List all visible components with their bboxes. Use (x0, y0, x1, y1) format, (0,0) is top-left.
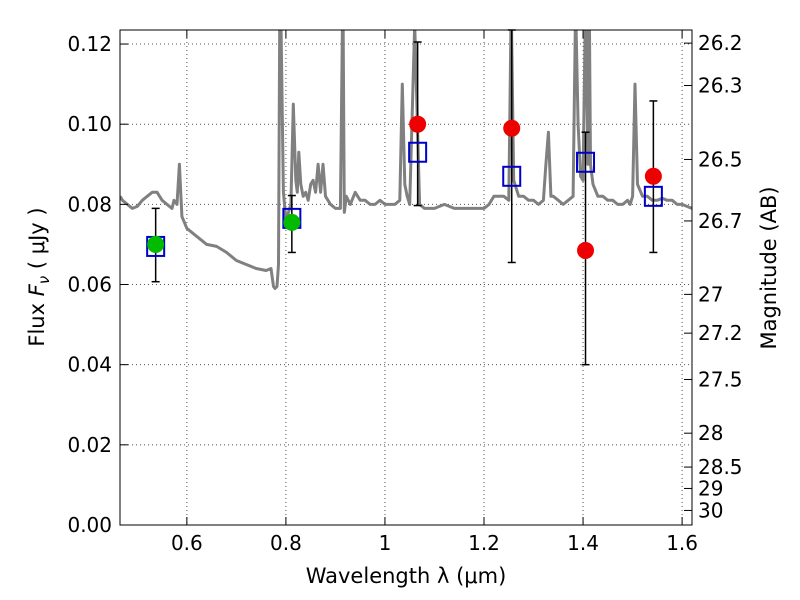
mag-tick-label: 26.3 (698, 74, 743, 98)
mag-tick-label: 26.2 (698, 31, 743, 55)
y-tick-label: 0.00 (67, 513, 112, 537)
x-axis-label: Wavelength λ (μm) (306, 564, 507, 588)
x-tick-label: 1.4 (567, 531, 599, 555)
observed-flux-point (503, 119, 521, 137)
y-tick-label: 0.08 (67, 192, 112, 216)
x-tick-label: 1 (379, 531, 392, 555)
mag-tick-label: 29 (698, 476, 723, 500)
model-photometry-box (576, 151, 596, 173)
observed-flux-point (644, 167, 662, 185)
y-tick-label: 0.12 (67, 32, 112, 56)
observed-flux-point (409, 115, 427, 133)
y-axis-label-prefix: Flux (25, 296, 49, 346)
observed-flux-point (577, 241, 595, 259)
y-tick-label: 0.04 (67, 353, 112, 377)
y-tick-label: 0.06 (67, 273, 112, 297)
y-axis-label-subscript: ν (35, 276, 53, 284)
y-axis-label-unit: ( μJy ) (25, 207, 49, 275)
plot-area (120, 30, 692, 290)
x-tick-label: 1.6 (666, 531, 698, 555)
mag-tick-label: 30 (698, 498, 723, 522)
grid (120, 30, 692, 525)
y-tick-label: 0.02 (67, 433, 112, 457)
x-tick-label: 0.8 (270, 531, 302, 555)
mag-tick-label: 28 (698, 421, 723, 445)
model-photometry-box (502, 165, 522, 187)
observed-flux-point (283, 213, 301, 231)
mag-tick-label: 27.5 (698, 367, 743, 391)
y-axis-label: Flux Fν ( μJy ) (25, 207, 53, 346)
observed-flux-point (147, 235, 165, 253)
x-tick-label: 1.2 (468, 531, 500, 555)
markers (146, 29, 663, 366)
mag-tick-label: 27 (698, 282, 723, 306)
model-spectrum-line (120, 30, 692, 290)
axes: 0.6 0.8 1 1.2 1.4 1.6 0.00 0.02 0.04 0.06 0.08 0.10… (67, 30, 743, 555)
y-tick-label: 0.10 (67, 112, 112, 136)
x-tick-label: 0.6 (171, 531, 203, 555)
mag-tick-label: 26.7 (698, 209, 743, 233)
model-photometry-box (408, 141, 428, 163)
plot-frame (119, 29, 693, 526)
model-photometry-box (643, 185, 663, 207)
mag-tick-label: 26.5 (698, 147, 743, 171)
mag-tick-label: 27.2 (698, 321, 743, 345)
mag-tick-label: 28.5 (698, 455, 743, 479)
y2-axis-label: Magnitude (AB) (757, 186, 781, 349)
y-axis-label-symbol: F (25, 283, 49, 296)
